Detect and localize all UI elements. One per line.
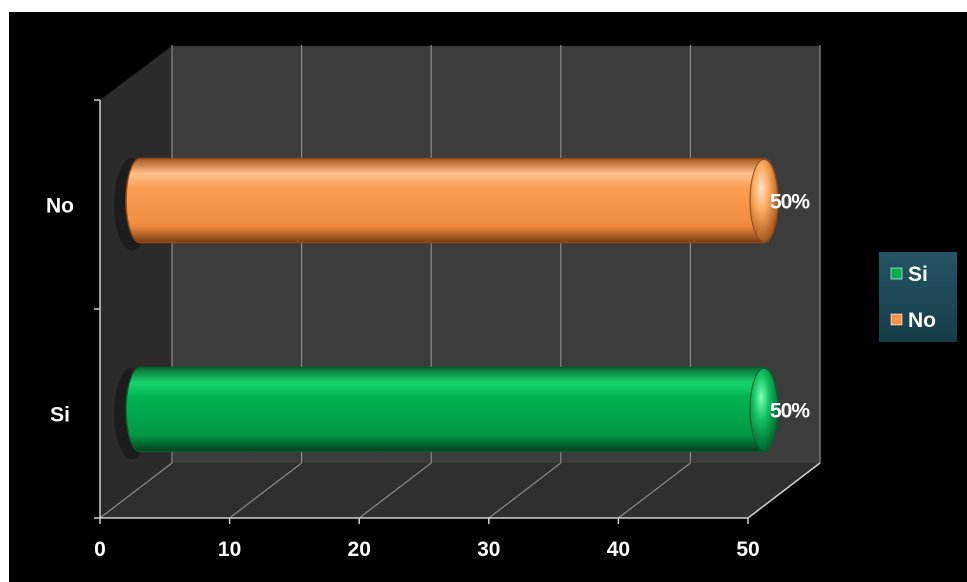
legend-label-si: Si bbox=[908, 263, 928, 286]
legend-box bbox=[879, 252, 957, 342]
data-label-si: 50% bbox=[770, 400, 810, 423]
bar-no bbox=[125, 157, 779, 244]
floor-grid-line bbox=[488, 462, 562, 519]
category-label-no: No bbox=[46, 195, 74, 218]
floor-grid-line bbox=[99, 462, 173, 519]
x-tick-label: 30 bbox=[477, 538, 500, 561]
legend-swatch-si bbox=[890, 267, 903, 280]
data-label-no: 50% bbox=[770, 191, 810, 214]
labels: 0 10 20 30 40 50 50% Si 50% No bbox=[46, 191, 811, 562]
bars bbox=[114, 157, 779, 460]
bar-si bbox=[125, 366, 779, 453]
legend-label-no: No bbox=[908, 309, 936, 332]
bar-cap-si bbox=[749, 368, 779, 451]
x-tick-label: 10 bbox=[218, 538, 241, 561]
bar-cap-no bbox=[749, 159, 779, 242]
legend-swatch-no bbox=[890, 313, 903, 326]
floor-front-edge bbox=[747, 462, 821, 519]
floor-grid-line bbox=[229, 462, 302, 519]
category-label-si: Si bbox=[50, 404, 70, 427]
floor-grid-line bbox=[618, 462, 691, 519]
legend: Si No bbox=[879, 252, 957, 342]
x-tick-label: 20 bbox=[348, 538, 371, 561]
floor-grid-line bbox=[358, 462, 432, 519]
plot-floor bbox=[100, 463, 820, 518]
x-tick-label: 50 bbox=[736, 538, 759, 561]
axes bbox=[94, 99, 821, 524]
x-tick-label: 0 bbox=[94, 538, 106, 561]
plot-back-wall bbox=[172, 46, 820, 463]
x-tick-label: 40 bbox=[607, 538, 630, 561]
